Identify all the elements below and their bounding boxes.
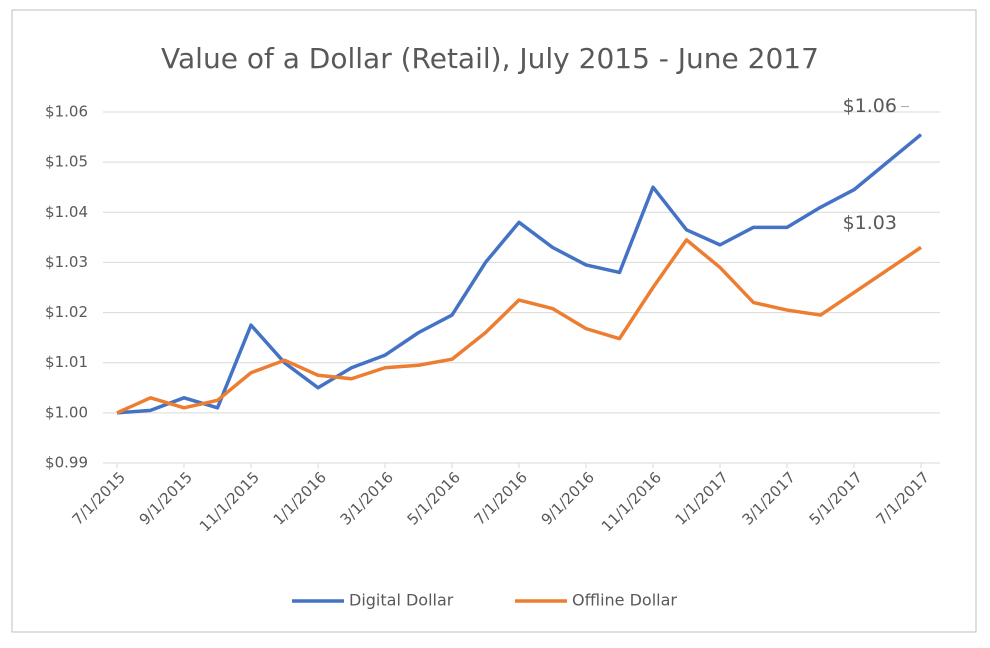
y-tick-label: $1.04	[45, 203, 88, 221]
y-tick-label: $1.02	[45, 303, 88, 321]
data-line	[116, 133, 923, 415]
y-tick-label: $1.05	[45, 153, 88, 171]
y-tick-label: $1.03	[45, 253, 88, 271]
y-tick-label: $0.99	[45, 454, 88, 472]
y-tick-label: $1.00	[45, 403, 88, 421]
legend-label: Offline Dollar	[572, 591, 677, 610]
chart-title: Value of a Dollar (Retail), July 2015 - …	[161, 42, 819, 75]
data-label: $1.06	[843, 95, 897, 117]
legend-label: Digital Dollar	[349, 591, 454, 610]
data-line	[116, 238, 922, 415]
y-tick-label: $1.06	[45, 103, 88, 121]
y-tick-label: $1.01	[45, 353, 88, 371]
chart-frame	[11, 9, 977, 633]
data-label: $1.03	[843, 212, 897, 234]
